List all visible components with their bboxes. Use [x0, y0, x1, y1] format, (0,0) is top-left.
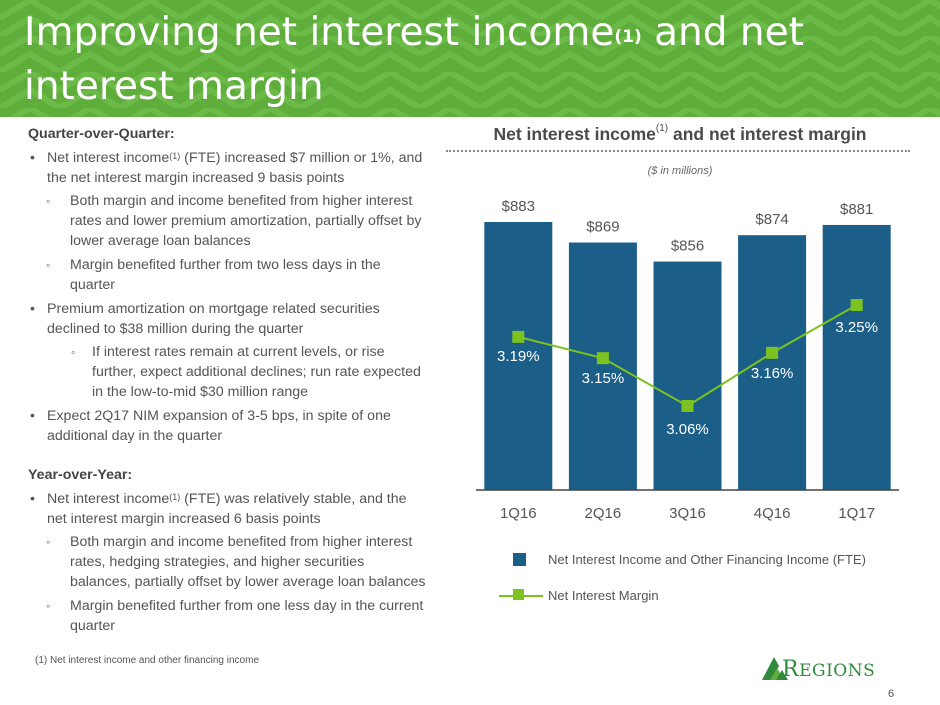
x-tick-2Q16: 2Q16 [585, 505, 622, 522]
qoq-bullet-3: Expect 2Q17 NIM expansion of 3-5 bps, in… [28, 406, 428, 446]
legend-item-nii: Net Interest Income and Other Financing … [513, 550, 866, 570]
bar-1Q17 [822, 224, 891, 490]
bar-1Q16 [484, 222, 553, 490]
legend-label-nii: Net Interest Income and Other Financing … [548, 552, 866, 567]
chart-units: ($ in millions) [647, 165, 713, 177]
title-banner: Improving net interest income(1) and net… [0, 0, 940, 117]
bar-label-3Q16: $856 [671, 238, 704, 255]
qoq-bullet-1-sub-1: Both margin and income benefited from hi… [28, 191, 428, 251]
title-divider [446, 150, 910, 152]
yoy-bullet-1-sub-1: Both margin and income benefited from hi… [28, 532, 428, 592]
nim-label-1Q17: 3.25% [835, 319, 878, 336]
bar-label-1Q17: $881 [840, 201, 873, 218]
bar-label-2Q16: $869 [586, 219, 619, 236]
bar-2Q16 [568, 242, 637, 490]
legend-label-nim: Net Interest Margin [548, 588, 659, 603]
regions-logo: REGIONS [782, 657, 876, 682]
nim-line [518, 304, 858, 408]
commentary-text: Quarter-over-Quarter: Net interest incom… [28, 124, 428, 640]
yoy-heading: Year-over-Year: [28, 467, 133, 483]
nim-label-1Q16: 3.19% [497, 348, 540, 365]
nim-label-4Q16: 3.16% [751, 365, 794, 382]
legend-item-nim: Net Interest Margin [499, 586, 866, 606]
bar-4Q16 [738, 235, 807, 490]
x-tick-4Q16: 4Q16 [754, 505, 791, 522]
x-tick-1Q17: 1Q17 [838, 505, 875, 522]
nim-label-3Q16: 3.06% [666, 421, 709, 438]
nim-marker-4Q16 [766, 346, 779, 359]
nim-marker-1Q17 [850, 299, 863, 311]
legend-swatch-bar [513, 553, 526, 566]
nim-marker-2Q16 [596, 352, 609, 365]
bar-3Q16 [653, 261, 722, 490]
yoy-bullet-1: Net interest income(1) (FTE) was relativ… [28, 489, 428, 529]
qoq-bullet-1-sub-2: Margin benefited further from two less d… [28, 255, 428, 295]
nim-marker-1Q16 [512, 330, 525, 343]
qoq-bullet-2-sub-1: If interest rates remain at current leve… [28, 342, 428, 402]
x-tick-1Q16: 1Q16 [500, 505, 537, 522]
nim-marker-3Q16 [681, 400, 694, 412]
yoy-bullet-1-sub-2: Margin benefited further from one less d… [28, 596, 428, 636]
nim-label-2Q16: 3.15% [582, 370, 625, 387]
qoq-bullet-2: Premium amortization on mortgage related… [28, 299, 428, 339]
qoq-bullet-1: Net interest income(1) (FTE) increased $… [28, 148, 428, 188]
footnote: (1) Net interest income and other financ… [35, 655, 260, 666]
qoq-heading: Quarter-over-Quarter: [28, 126, 175, 142]
page-title: Improving net interest income(1) and net… [24, 10, 804, 109]
bar-label-4Q16: $874 [755, 211, 788, 228]
chart-legend: Net Interest Income and Other Financing … [499, 550, 866, 622]
x-tick-3Q16: 3Q16 [669, 505, 706, 522]
header-pattern [0, 0, 940, 117]
legend-marker-line [513, 589, 524, 600]
regions-logo-icon [762, 657, 788, 680]
bar-label-1Q16: $883 [502, 198, 535, 215]
chart-title: Net interest income(1) and net interest … [493, 123, 867, 144]
page-number: 6 [888, 688, 895, 700]
